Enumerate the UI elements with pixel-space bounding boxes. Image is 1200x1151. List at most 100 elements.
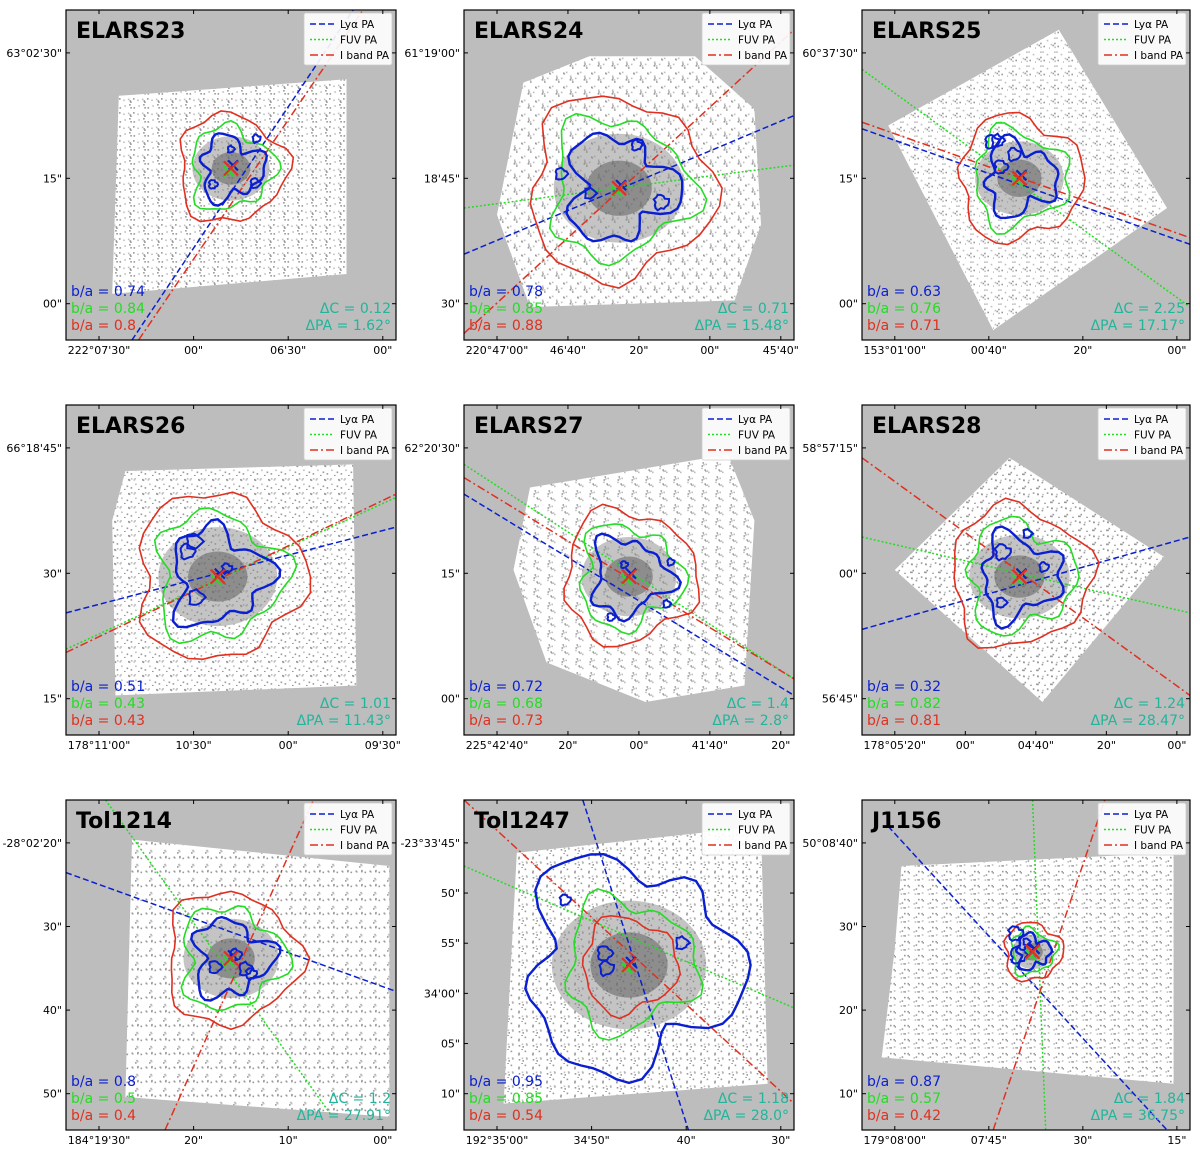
legend-label-lya: Lyα PA — [738, 809, 773, 821]
lya-contour — [190, 915, 282, 1002]
lya-clump-contour — [554, 166, 570, 181]
x-tick-label: 178°05'20" — [864, 739, 927, 752]
lya-clump-contour — [238, 960, 255, 977]
lya-clump-contour — [675, 934, 692, 951]
lya-clump-contour — [558, 893, 573, 907]
delta-position-angle: ΔPA = 28.0° — [703, 1108, 789, 1124]
legend-label-fuv: FUV PA — [340, 430, 378, 442]
legend: Lyα PA FUV PA I band PA — [303, 407, 393, 461]
legend: Lyα PA FUV PA I band PA — [701, 802, 791, 856]
iband-contour — [563, 503, 701, 648]
axis-ratio-lya: b/a = 0.32 — [867, 679, 941, 695]
y-tick-label: 56'45" — [822, 693, 858, 706]
fuv-contour — [578, 523, 690, 636]
iband-contour — [581, 914, 682, 1020]
lya-clump-contour — [251, 133, 262, 145]
delta-position-angle: ΔPA = 27.91° — [297, 1108, 391, 1124]
y-tick-label: 30" — [839, 921, 858, 934]
legend: Lyα PA FUV PA I band PA — [701, 407, 791, 461]
axis-ratio-lya: b/a = 0.78 — [469, 284, 543, 300]
lya-contour — [982, 133, 1060, 220]
axis-ratio-fuv: b/a = 0.82 — [867, 696, 941, 712]
delta-concentration: ΔC = 2.25 — [1114, 301, 1185, 317]
x-tick-label: 00" — [1167, 739, 1186, 752]
lya-clump-contour — [584, 186, 599, 200]
axis-ratio-i: b/a = 0.73 — [469, 713, 543, 729]
iband-contour — [956, 111, 1086, 246]
y-tick-label: 05" — [441, 1038, 460, 1051]
x-tick-label: 20" — [771, 739, 790, 752]
x-tick-label: 225°42'40" — [466, 739, 529, 752]
legend-label-i: I band PA — [340, 50, 390, 62]
x-tick-label: 06'30" — [270, 344, 306, 357]
x-tick-label: 220°47'00" — [466, 344, 529, 357]
delta-position-angle: ΔPA = 2.8° — [712, 713, 789, 729]
axis-ratio-i: b/a = 0.8 — [71, 318, 136, 334]
lya-contour — [980, 525, 1065, 630]
y-tick-label: 50" — [441, 887, 460, 900]
panel-frame — [65, 799, 397, 1131]
x-tick-label: 222°07'30" — [68, 344, 131, 357]
lya-clump-contour — [1022, 527, 1035, 540]
y-tick-label: -23°33'45" — [400, 837, 460, 850]
lya-clump-contour — [652, 193, 671, 212]
y-tick-label: 20" — [839, 1004, 858, 1017]
x-tick-label: 30" — [771, 1134, 790, 1147]
legend-label-lya: Lyα PA — [1134, 19, 1169, 31]
axis-ratio-i: b/a = 0.54 — [469, 1108, 543, 1124]
y-tick-label: 15" — [43, 693, 62, 706]
panel-frame — [463, 9, 795, 341]
fuv-contour — [180, 904, 294, 1012]
lya-pa-line — [66, 871, 396, 993]
axis-ratio-lya: b/a = 0.72 — [469, 679, 543, 695]
x-tick-label: 179°08'00" — [864, 1134, 927, 1147]
iband-contour — [179, 110, 295, 223]
lya-pa-line — [862, 536, 1190, 631]
x-tick-label: 30" — [1073, 1134, 1092, 1147]
panel-frame — [861, 799, 1191, 1131]
y-tick-label: 00" — [43, 298, 62, 311]
x-tick-label: 20" — [184, 1134, 203, 1147]
lya-clump-contour — [1006, 925, 1025, 943]
legend-label-lya: Lyα PA — [340, 414, 375, 426]
axis-ratio-i: b/a = 0.43 — [71, 713, 145, 729]
iband-contour — [953, 497, 1100, 649]
y-tick-label: 50°08'40" — [802, 837, 858, 850]
i-pa-line — [862, 121, 1190, 239]
legend: Lyα PA FUV PA I band PA — [1097, 407, 1187, 461]
fuv-contour — [191, 119, 282, 210]
legend-label-i: I band PA — [340, 840, 390, 852]
delta-position-angle: ΔPA = 17.17° — [1091, 318, 1185, 334]
y-tick-label: 55" — [441, 937, 460, 950]
axis-ratio-lya: b/a = 0.87 — [867, 1074, 941, 1090]
axis-ratio-lya: b/a = 0.74 — [71, 284, 145, 300]
axis-ratio-fuv: b/a = 0.43 — [71, 696, 145, 712]
x-tick-label: 00" — [1167, 344, 1186, 357]
legend-label-fuv: FUV PA — [1134, 35, 1172, 47]
fuv-pa-line — [104, 800, 331, 1114]
iband-contour — [529, 95, 723, 289]
panel-frame — [861, 9, 1191, 341]
i-pa-line — [862, 457, 1190, 697]
i-pa-line — [464, 29, 794, 334]
axis-ratio-fuv: b/a = 0.76 — [867, 301, 941, 317]
axis-ratio-fuv: b/a = 0.5 — [71, 1091, 136, 1107]
y-tick-label: 40" — [43, 1004, 62, 1017]
lya-clump-contour — [208, 960, 224, 975]
axis-ratio-lya: b/a = 0.8 — [71, 1074, 136, 1090]
panel-title: ELARS27 — [474, 414, 583, 439]
delta-concentration: ΔC = 1.18 — [718, 1091, 789, 1107]
lya-clump-contour — [1010, 944, 1030, 965]
panel-title: ELARS23 — [76, 19, 185, 44]
legend-label-i: I band PA — [1134, 445, 1184, 457]
x-tick-label: 20" — [629, 344, 648, 357]
fuv-contour — [548, 112, 708, 267]
panel-title: ELARS28 — [872, 414, 981, 439]
axis-ratio-fuv: b/a = 0.85 — [469, 301, 543, 317]
panel-title: ELARS26 — [76, 414, 185, 439]
iband-center-marker — [223, 160, 239, 177]
x-tick-label: 00" — [279, 739, 298, 752]
